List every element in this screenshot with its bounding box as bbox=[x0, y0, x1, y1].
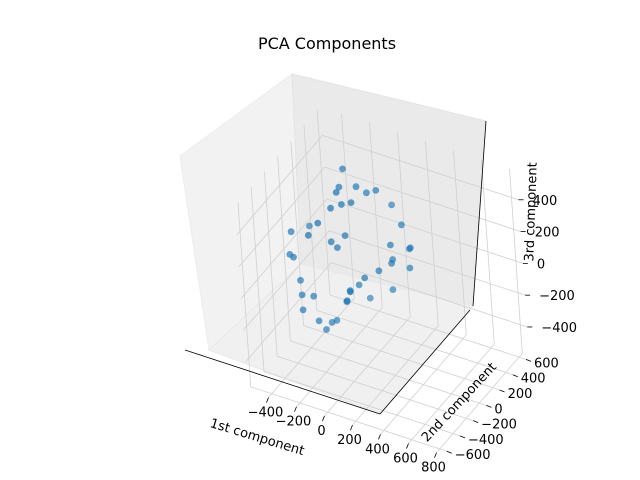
data-point bbox=[361, 274, 369, 282]
x-tick-label: 800 bbox=[421, 461, 446, 476]
data-point bbox=[355, 281, 363, 289]
axis-ticks: −400−2000200400600800−600−400−2000200400… bbox=[248, 194, 577, 476]
data-point bbox=[341, 232, 349, 240]
z-gridline bbox=[238, 166, 326, 267]
z-axis-line bbox=[472, 120, 487, 307]
chart-title: PCA Components bbox=[258, 34, 396, 53]
y-gridline bbox=[250, 386, 447, 452]
data-point bbox=[315, 317, 323, 325]
z-tick-label: 400 bbox=[533, 194, 558, 209]
data-point bbox=[328, 319, 336, 326]
x-tick-mark bbox=[350, 424, 353, 431]
y-gridline bbox=[263, 371, 461, 437]
x-tick-mark bbox=[378, 434, 381, 440]
data-point bbox=[327, 204, 334, 212]
y-tick-mark bbox=[486, 404, 492, 408]
data-point bbox=[299, 306, 307, 314]
x-tick-label: 0 bbox=[317, 424, 325, 439]
y-axis-line bbox=[379, 309, 471, 415]
data-point bbox=[298, 291, 306, 299]
data-point bbox=[323, 326, 330, 333]
data-point bbox=[314, 219, 322, 227]
y-tick-label: 0 bbox=[494, 402, 502, 417]
data-point bbox=[352, 183, 360, 191]
z-tick-label: −200 bbox=[539, 289, 575, 304]
data-point bbox=[287, 228, 295, 236]
data-point bbox=[398, 221, 405, 229]
y-tick-label: 400 bbox=[521, 372, 546, 387]
z-gridline bbox=[328, 230, 526, 296]
z-tick-label: 200 bbox=[535, 226, 560, 241]
data-point bbox=[346, 287, 354, 295]
y-tick-mark bbox=[459, 435, 466, 439]
y-gridline bbox=[329, 294, 527, 360]
x-tick-mark bbox=[322, 415, 325, 422]
z-gridline bbox=[242, 230, 330, 331]
z-gridline bbox=[331, 262, 528, 328]
y-tick-label: −600 bbox=[455, 448, 491, 463]
y-tick-label: −200 bbox=[481, 418, 517, 433]
data-point bbox=[335, 183, 343, 191]
data-point bbox=[366, 294, 374, 302]
z-axis-label: 3rd component bbox=[522, 162, 540, 262]
data-point bbox=[339, 165, 346, 173]
y-gridline bbox=[303, 325, 500, 391]
x-tick-label: −200 bbox=[276, 415, 312, 430]
x-tick-label: 600 bbox=[393, 452, 418, 467]
x-tick-mark bbox=[294, 406, 297, 412]
data-point bbox=[338, 201, 345, 208]
data-point bbox=[290, 253, 297, 261]
data-point bbox=[334, 244, 341, 252]
y-tick-label: 200 bbox=[508, 387, 533, 402]
data-point bbox=[406, 245, 413, 253]
data-point bbox=[310, 292, 318, 300]
data-point bbox=[304, 231, 312, 239]
data-point bbox=[297, 276, 304, 284]
x-tick-mark bbox=[434, 452, 437, 458]
y-tick-mark bbox=[525, 359, 532, 362]
x-axis-line bbox=[184, 349, 381, 415]
y-tick-label: −400 bbox=[468, 433, 504, 448]
z-gridline bbox=[240, 198, 328, 299]
scatter-points bbox=[286, 165, 414, 333]
axis-lines bbox=[184, 120, 487, 415]
z-tick-label: −400 bbox=[541, 321, 577, 336]
x-tick-label: 400 bbox=[365, 442, 390, 457]
z-gridline bbox=[322, 134, 519, 201]
z-tick-label: 0 bbox=[537, 257, 545, 272]
x-tick-mark bbox=[266, 397, 269, 403]
y-tick-mark bbox=[512, 374, 518, 378]
data-point bbox=[389, 286, 397, 293]
z-gridline bbox=[236, 135, 323, 236]
y-tick-mark bbox=[499, 389, 505, 393]
z-gridline bbox=[245, 262, 332, 363]
data-point bbox=[375, 267, 383, 275]
data-point bbox=[347, 199, 355, 207]
z-gridline bbox=[324, 166, 521, 232]
z-gridline bbox=[326, 198, 524, 264]
data-point bbox=[332, 189, 340, 196]
axes-panes bbox=[179, 73, 487, 415]
data-point bbox=[406, 264, 414, 272]
data-point bbox=[327, 238, 335, 246]
data-point bbox=[343, 297, 351, 305]
gridlines bbox=[236, 110, 528, 454]
y-gridline bbox=[290, 340, 487, 406]
x-tick-label: −400 bbox=[248, 406, 284, 421]
y-gridline bbox=[277, 355, 474, 422]
y-tick-label: 600 bbox=[534, 356, 559, 371]
data-point bbox=[388, 259, 395, 267]
data-point bbox=[388, 201, 395, 209]
y-tick-mark bbox=[473, 420, 479, 423]
x-tick-label: 200 bbox=[337, 433, 362, 448]
x-tick-mark bbox=[406, 443, 409, 449]
data-point bbox=[372, 187, 380, 194]
data-point bbox=[306, 222, 313, 230]
data-point bbox=[363, 189, 370, 197]
y-gridline bbox=[316, 309, 513, 376]
data-point bbox=[387, 241, 394, 249]
y-tick-mark bbox=[446, 450, 452, 454]
